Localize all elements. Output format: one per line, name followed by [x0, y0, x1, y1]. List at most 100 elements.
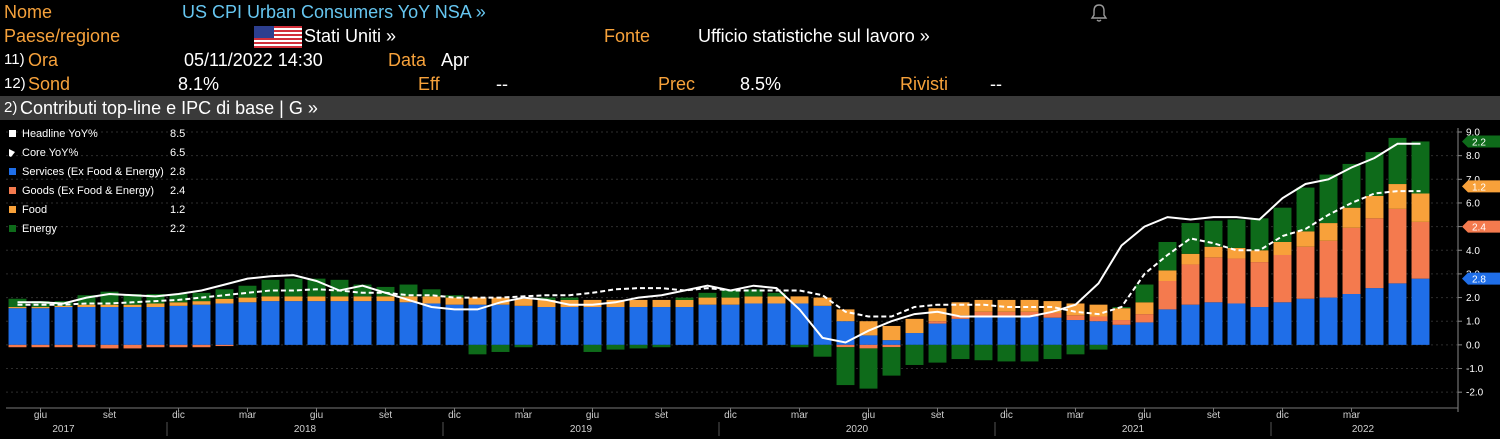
services-bar	[1411, 278, 1430, 345]
legend-label: Core YoY%	[22, 147, 78, 159]
goods-bar	[146, 344, 165, 348]
goods-bar	[1250, 262, 1269, 308]
energy-bar	[652, 344, 671, 348]
food-bar	[790, 296, 809, 304]
energy-bar	[146, 294, 165, 304]
energy-bar	[1250, 218, 1269, 251]
x-tick-label: dic	[172, 410, 185, 421]
legend-swatch-core	[9, 149, 15, 157]
energy-bar	[997, 344, 1016, 362]
x-tick-label: set	[1207, 410, 1221, 421]
energy-bar	[376, 286, 395, 297]
services-bar	[1227, 303, 1246, 345]
source-value-link[interactable]: Ufficio statistiche sul lavoro »	[698, 26, 930, 46]
chart-lines	[17, 142, 1421, 344]
time-menu-number[interactable]: 11)	[4, 51, 25, 68]
tab-menu-number[interactable]: 2)	[4, 99, 18, 116]
services-bar	[514, 305, 533, 345]
y-tick-label: 6.0	[1466, 198, 1480, 209]
bell-icon[interactable]	[1090, 3, 1108, 23]
food-bar	[238, 297, 257, 303]
services-bar	[353, 301, 372, 345]
y-tick-label: 0.0	[1466, 340, 1480, 351]
services-bar	[744, 303, 763, 345]
food-bar	[1342, 207, 1361, 228]
food-bar	[445, 297, 464, 305]
energy-bar	[1043, 344, 1062, 360]
energy-bar	[1066, 344, 1085, 355]
food-bar	[675, 299, 694, 308]
energy-bar	[514, 344, 533, 348]
services-bar	[376, 301, 395, 345]
food-bar	[1135, 302, 1154, 315]
food-bar	[859, 321, 878, 336]
revised-label: Rivisti	[900, 74, 948, 94]
services-bar	[1066, 320, 1085, 345]
legend-value: 1.2	[170, 204, 185, 216]
name-value-link[interactable]: US CPI Urban Consumers YoY NSA »	[182, 2, 486, 22]
time-label: Ora	[28, 50, 59, 70]
energy-bar	[1181, 223, 1200, 254]
food-bar	[376, 296, 395, 302]
x-tick-label: set	[379, 410, 393, 421]
food-bar	[146, 303, 165, 308]
prior-label: Prec	[658, 74, 696, 94]
goods-bar	[8, 344, 27, 348]
date-value: Apr	[441, 50, 470, 70]
x-tick-label: dic	[448, 410, 461, 421]
energy-bar	[169, 294, 188, 303]
energy-bar	[744, 289, 763, 297]
services-bar	[859, 335, 878, 345]
x-tick-label: dic	[1276, 410, 1289, 421]
services-bar	[491, 304, 510, 345]
y-tick-label: -1.0	[1466, 364, 1484, 375]
goods-bar	[1411, 221, 1430, 279]
services-bar	[284, 301, 303, 345]
country-value-link[interactable]: Stati Uniti »	[304, 26, 397, 46]
services-bar	[882, 340, 901, 345]
goods-bar	[859, 344, 878, 349]
goods-bar	[1112, 320, 1131, 325]
services-bar	[974, 316, 993, 345]
services-bar	[1319, 297, 1338, 345]
energy-bar	[974, 344, 993, 361]
x-tick-label: mar	[1067, 410, 1085, 421]
chart-tab-bar[interactable]: 2) Contributi top-line e IPC di base | G…	[0, 96, 1500, 120]
food-bar	[307, 296, 326, 302]
energy-bar	[836, 347, 855, 386]
time-value: 05/11/2022 14:30	[184, 50, 323, 70]
legend-swatch	[9, 187, 16, 194]
goods-bar	[997, 311, 1016, 317]
services-bar	[77, 307, 96, 345]
energy-bar	[445, 295, 464, 298]
services-bar	[767, 303, 786, 345]
goods-bar	[1342, 227, 1361, 295]
prior-value: 8.5%	[740, 74, 782, 94]
legend-swatch	[9, 168, 16, 175]
services-bar	[31, 308, 50, 345]
goods-bar	[1181, 264, 1200, 305]
services-bar	[1112, 324, 1131, 345]
right-value-tag	[1462, 135, 1500, 148]
goods-bar	[1043, 312, 1062, 318]
energy-bar	[698, 292, 717, 298]
energy-bar	[606, 344, 625, 350]
services-bar	[1388, 283, 1407, 345]
energy-bar	[560, 297, 579, 300]
food-bar	[997, 299, 1016, 312]
actual-label: Eff	[418, 74, 440, 94]
goods-bar	[974, 311, 993, 317]
x-tick-label: giu	[1138, 410, 1151, 421]
goods-bar	[215, 344, 234, 347]
survey-menu-number[interactable]: 12)	[4, 75, 26, 92]
energy-bar	[951, 344, 970, 360]
energy-bar	[537, 297, 556, 300]
x-tick-label: set	[103, 410, 117, 421]
food-bar	[1043, 301, 1062, 313]
chart-tab-title[interactable]: Contributi top-line e IPC di base | G »	[20, 98, 318, 118]
services-bar	[905, 333, 924, 345]
x-year-label: 2018	[294, 424, 317, 435]
x-tick-label: mar	[239, 410, 257, 421]
header-row-time: 11) Ora 05/11/2022 14:30 Data Apr	[0, 48, 1500, 72]
x-year-label: 2022	[1352, 424, 1375, 435]
